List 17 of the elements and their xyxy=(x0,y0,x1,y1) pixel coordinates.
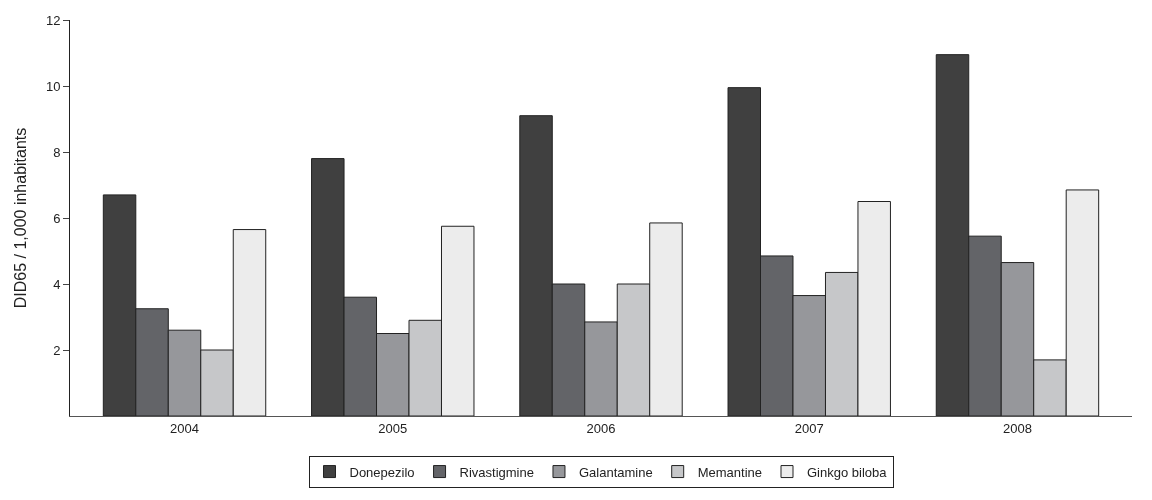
legend-label: Ginkgo biloba xyxy=(807,464,888,480)
y-tick-label: 10 xyxy=(45,78,61,94)
x-tick-label: 2006 xyxy=(586,420,616,436)
legend-label: Galantamine xyxy=(578,464,653,480)
y-tick-label: 6 xyxy=(53,210,61,226)
x-tick-label: 2004 xyxy=(170,420,199,436)
y-tick-label: 8 xyxy=(53,144,61,160)
legend-label: Memantine xyxy=(697,464,762,480)
legend-label: Rivastigmine xyxy=(459,464,534,480)
legend-label: Donepezilo xyxy=(349,464,415,480)
y-axis-title: DID65 / 1,000 inhabitants xyxy=(11,127,29,309)
y-tick-label: 2 xyxy=(53,342,61,358)
y-tick-label: 12 xyxy=(45,12,61,28)
x-tick-label: 2005 xyxy=(378,420,408,436)
x-tick-label: 2008 xyxy=(1003,420,1032,436)
y-tick-label: 4 xyxy=(53,276,61,292)
x-tick-label: 2007 xyxy=(794,420,824,436)
